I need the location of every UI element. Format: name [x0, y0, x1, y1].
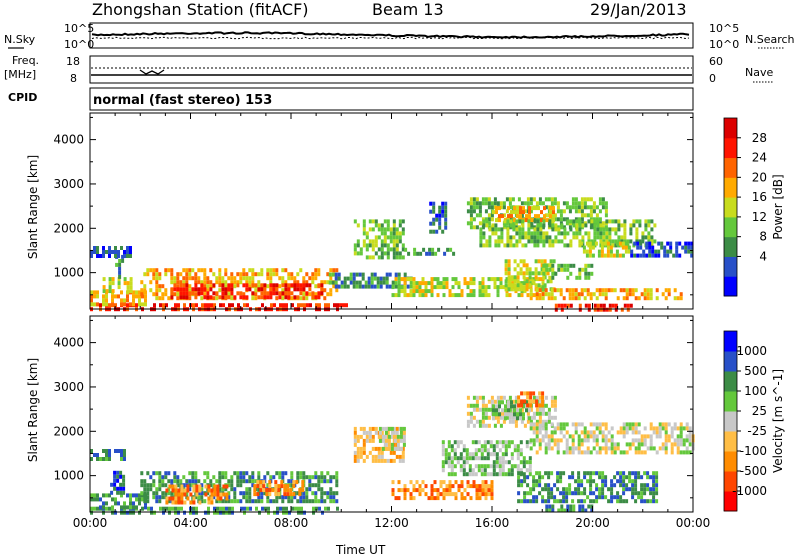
power-colorbar-tick: 12 — [752, 210, 767, 224]
velocity-colorbar-tick: 25 — [752, 404, 767, 418]
power-region — [90, 303, 348, 312]
power-region — [492, 206, 555, 223]
power-region — [429, 201, 448, 234]
power-region — [404, 247, 456, 256]
power-y-axis-label: Slant Range [km] — [26, 155, 40, 259]
power-colorbar-tick: 4 — [759, 249, 767, 263]
power-colorbar-tick: 16 — [752, 190, 767, 204]
velocity-colorbar-tick: 500 — [744, 364, 767, 378]
velocity-region — [529, 422, 695, 455]
velocity-colorbar-tick: -100 — [740, 444, 767, 458]
velocity-colorbar-tick: -25 — [747, 424, 767, 438]
power-region — [529, 288, 683, 301]
sky-tick-bottom: 10^0 — [64, 38, 94, 51]
x-tick-label: 20:00 — [575, 516, 610, 530]
nsearch-label: N.Search — [745, 33, 795, 46]
power-region — [542, 263, 594, 280]
velocity-colorbar-tick: 1000 — [736, 344, 767, 358]
x-tick-label: 12:00 — [374, 516, 409, 530]
power-region — [90, 246, 132, 258]
power-region — [102, 277, 133, 294]
power-colorbar-tick: 20 — [752, 170, 767, 184]
power-region — [170, 283, 324, 300]
sky-search-panel: N.Sky 10^5 10^0 10^5 10^0 N.Search — [4, 22, 795, 51]
velocity-y-axis-label: Slant Range [km] — [26, 358, 40, 462]
velocity-region — [110, 470, 126, 495]
power-colorbar-tick: 8 — [759, 230, 767, 244]
power-y-tick-label: 2000 — [53, 221, 84, 235]
freq-nave-panel: Freq. [MHz] 18 8 60 0 Nave — [4, 54, 774, 85]
power-y-tick-label: 4000 — [53, 133, 84, 147]
velocity-region — [165, 484, 229, 505]
cpid-mode: normal (fast stereo) 153 — [93, 93, 272, 108]
x-tick-label: 00:00 — [676, 516, 711, 530]
velocity-y-tick-label: 4000 — [53, 336, 84, 350]
beam-label: Beam 13 — [372, 0, 444, 19]
velocity-y-tick-label: 1000 — [53, 469, 84, 483]
velocity-region — [517, 471, 659, 504]
velocity-region — [90, 506, 339, 515]
velocity-y-tick-label: 3000 — [53, 380, 84, 394]
nsky-label: N.Sky — [4, 33, 36, 46]
nave-tick-top: 60 — [709, 55, 723, 68]
cpid-panel: CPID normal (fast stereo) 153 — [8, 87, 694, 111]
velocity-y-tick-label: 2000 — [53, 424, 84, 438]
velocity-region — [90, 449, 126, 461]
velocity-region — [545, 504, 594, 513]
power-region — [353, 219, 405, 260]
freq-unit-label: [MHz] — [4, 68, 36, 81]
velocity-colorbar: 1000 500 100 25 -25 -100 -500 -1000 Velocity [m … — [723, 330, 785, 512]
x-tick-label: 16:00 — [475, 516, 510, 530]
nsearch-trace — [91, 36, 690, 40]
date-label: 29/Jan/2013 — [590, 0, 687, 19]
nsky-trace — [91, 31, 690, 39]
velocity-panel: 1000 2000 3000 4000 00:00 04:00 08:00 12:00 16:0… — [26, 315, 785, 530]
velocity-region — [90, 493, 147, 510]
power-region — [630, 241, 694, 258]
power-data-cells — [90, 197, 694, 312]
power-region — [554, 303, 633, 312]
freq-tick-top: 18 — [66, 55, 80, 68]
velocity-region — [378, 426, 406, 451]
search-tick-bottom: 10^0 — [709, 38, 739, 51]
x-tick-label: 04:00 — [173, 516, 208, 530]
x-tick-label: 08:00 — [274, 516, 309, 530]
power-y-tick-label: 3000 — [53, 177, 84, 191]
x-tick-label: 00:00 — [73, 516, 108, 530]
nave-tick-bottom: 0 — [709, 72, 716, 85]
power-y-tick-label: 1000 — [53, 266, 84, 280]
velocity-region — [391, 480, 494, 501]
velocity-colorbar-tick: -500 — [740, 464, 767, 478]
power-colorbar: 28 24 20 16 12 8 4 Power [dB] — [723, 117, 785, 297]
velocity-data-cells — [90, 391, 695, 515]
velocity-region — [253, 480, 305, 497]
power-colorbar-tick: 24 — [752, 151, 767, 165]
velocity-colorbar-label: Velocity [m s^-1] — [771, 369, 785, 473]
power-colorbar-tick: 28 — [752, 131, 767, 145]
velocity-region — [140, 471, 339, 504]
power-region — [579, 241, 631, 258]
sky-tick-top: 10^5 — [64, 22, 94, 35]
velocity-region — [441, 440, 532, 477]
velocity-colorbar-tick: 100 — [744, 384, 767, 398]
x-axis-label: Time UT — [335, 543, 386, 554]
search-tick-top: 10^5 — [709, 22, 739, 35]
velocity-region — [517, 391, 545, 408]
station-title: Zhongshan Station (fitACF) — [92, 0, 309, 19]
freq-tick-bottom: 8 — [70, 72, 77, 85]
power-colorbar-label: Power [dB] — [771, 174, 785, 239]
velocity-colorbar-tick: -1000 — [732, 484, 767, 498]
freq-label: Freq. — [12, 54, 39, 67]
nave-label: Nave — [745, 66, 773, 79]
power-panel: 1000 2000 3000 4000 Slant Range [km] 28 24 20 16… — [26, 112, 785, 312]
cpid-label: CPID — [8, 91, 37, 104]
